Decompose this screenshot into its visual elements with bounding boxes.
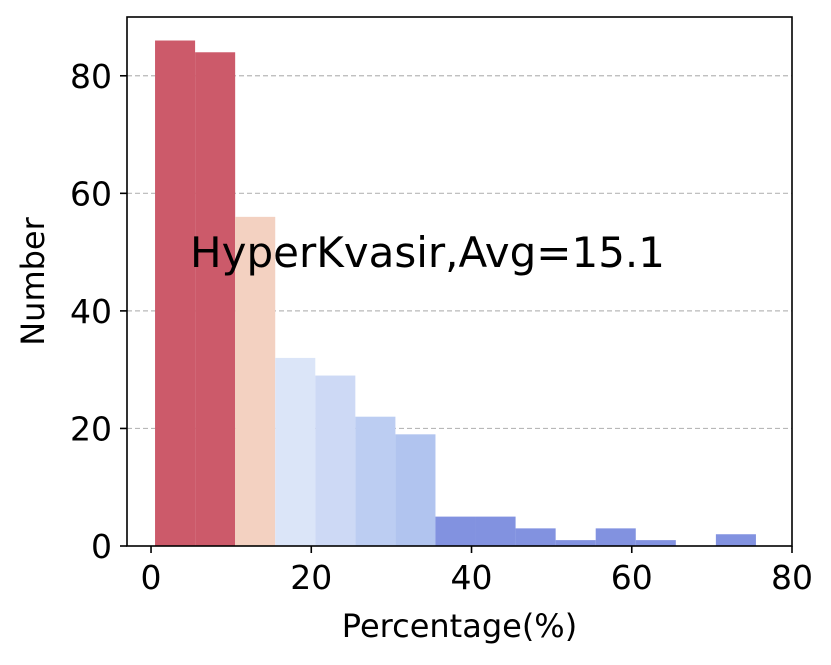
bar-3 xyxy=(275,357,316,546)
bars xyxy=(155,40,756,547)
bar-7 xyxy=(435,516,476,546)
bar-5 xyxy=(355,416,396,546)
bar-4 xyxy=(315,375,356,546)
bar-14 xyxy=(715,534,756,546)
bar-0 xyxy=(155,40,196,547)
plot-frame xyxy=(126,16,793,547)
y-tick-label-40: 40 xyxy=(70,292,112,331)
bar-11 xyxy=(595,528,636,546)
x-tick-label-20: 20 xyxy=(290,558,332,597)
y-axis-label: Number xyxy=(14,216,52,345)
y-tick-label-20: 20 xyxy=(70,409,112,448)
bar-6 xyxy=(395,434,436,546)
grid-lines xyxy=(127,75,792,430)
bar-12 xyxy=(635,540,676,546)
y-tick-label-60: 60 xyxy=(70,174,112,213)
bar-8 xyxy=(475,516,516,546)
x-tick-label-0: 0 xyxy=(141,558,162,597)
x-tick-label-80: 80 xyxy=(771,558,813,597)
y-tick-label-0: 0 xyxy=(91,527,112,566)
y-tick-label-80: 80 xyxy=(70,57,112,96)
bar-2 xyxy=(235,216,276,546)
x-tick-label-40: 40 xyxy=(451,558,493,597)
bar-10 xyxy=(555,540,596,546)
bar-9 xyxy=(515,528,556,546)
average-annotation: HyperKvasir,Avg=15.1 xyxy=(190,228,665,277)
axis-ticks: 0 20 40 60 80 0 20 40 60 80 xyxy=(70,57,813,597)
bar-1 xyxy=(195,52,236,547)
x-tick-label-60: 60 xyxy=(611,558,653,597)
x-axis-label: Percentage(%) xyxy=(342,607,577,645)
